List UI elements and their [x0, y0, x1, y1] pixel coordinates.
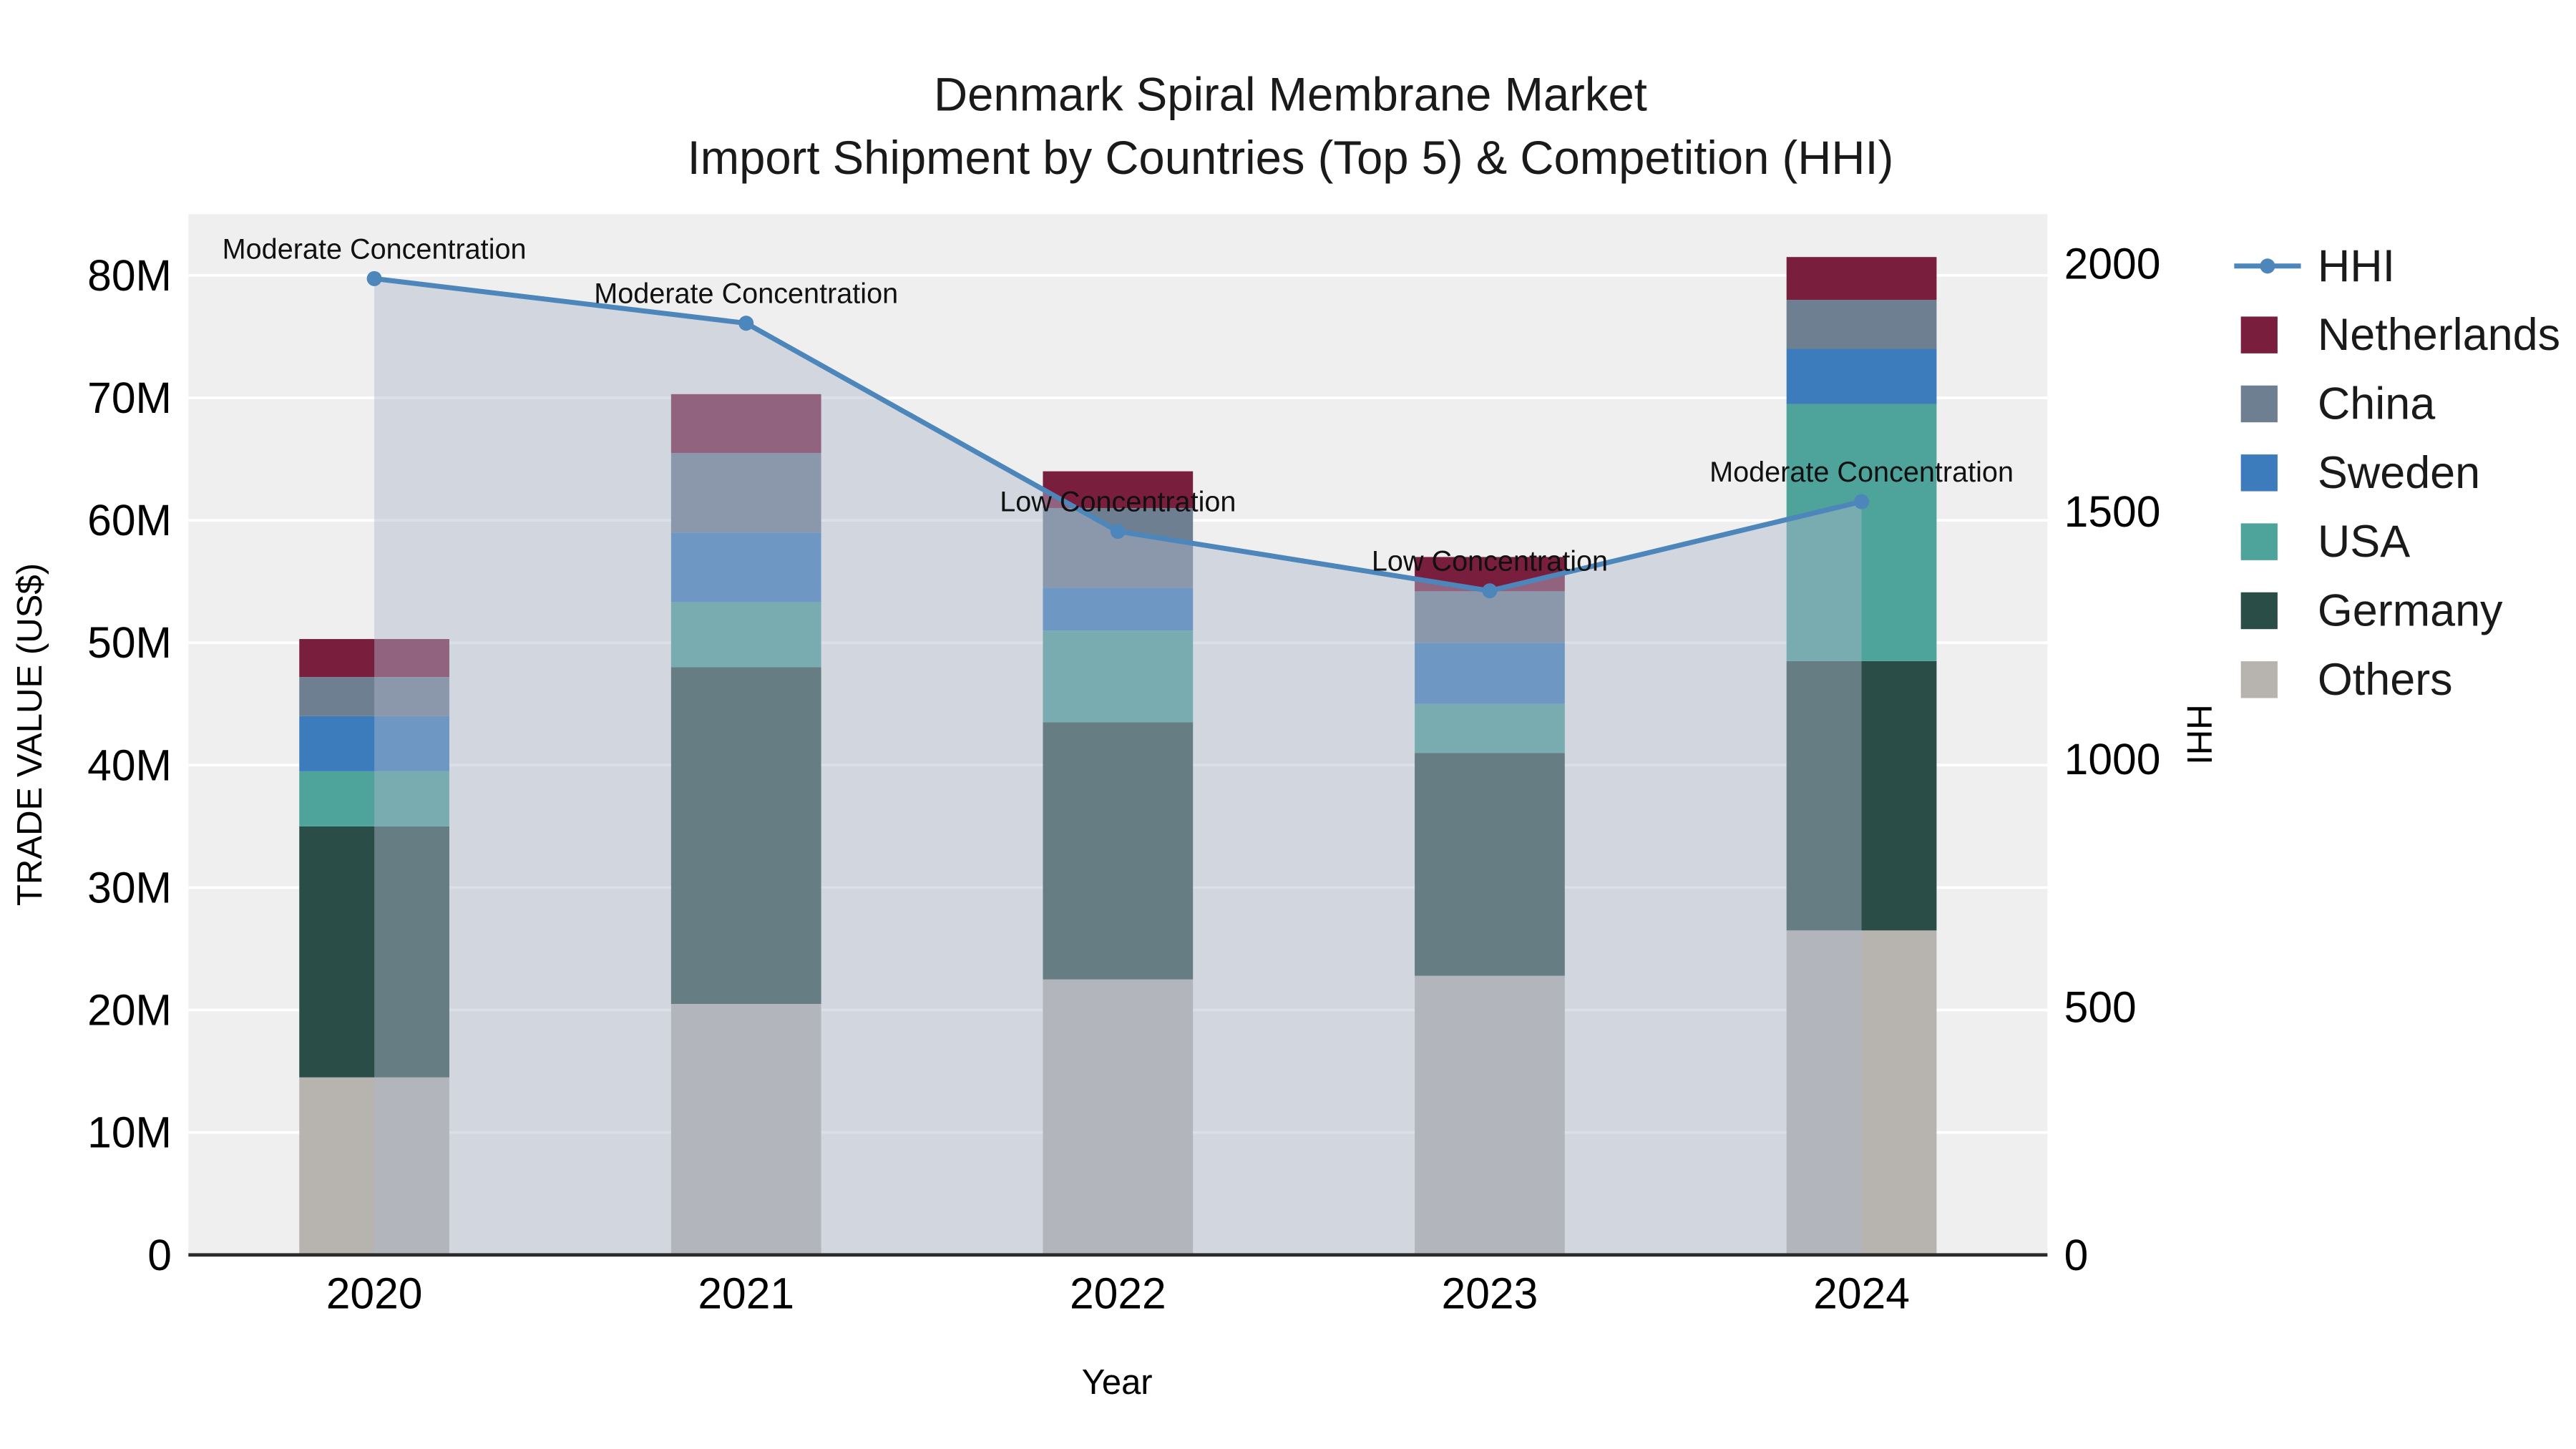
hhi-marker-2020	[366, 270, 382, 286]
legend-item-others[interactable]: Others	[2240, 655, 2453, 705]
y-left-tick-label: 80M	[87, 251, 172, 300]
y-left-tick-label: 10M	[87, 1108, 172, 1157]
annotation-2021: Moderate Concentration	[594, 278, 898, 310]
bar-segment-germany-2024	[1786, 660, 1937, 931]
bar-segment-sweden-2022	[1043, 587, 1194, 631]
hhi-marker-2023	[1482, 583, 1498, 599]
y-left-tick-label: 20M	[87, 985, 172, 1034]
legend-label: USA	[2318, 517, 2410, 567]
bar-segment-china-2022	[1043, 507, 1194, 588]
legend-item-hhi[interactable]: HHI	[2234, 241, 2395, 291]
y-right-tick-label: 2000	[2064, 240, 2161, 288]
bar-segment-others-2023	[1415, 975, 1565, 1255]
y-right-tick-label: 500	[2064, 982, 2137, 1031]
legend-item-netherlands[interactable]: Netherlands	[2240, 310, 2560, 360]
y-left-axis-title: TRADE VALUE (US$)	[11, 563, 49, 906]
hhi-marker-2021	[738, 316, 754, 331]
y-left-tick-label: 70M	[87, 374, 172, 422]
bar-segment-others-2024	[1786, 930, 1937, 1255]
x-tick-label-2021: 2021	[698, 1269, 794, 1317]
x-tick-label-2022: 2022	[1070, 1269, 1166, 1317]
bar-segment-germany-2023	[1415, 753, 1565, 976]
bar-segment-others-2022	[1043, 979, 1194, 1255]
legend-item-usa[interactable]: USA	[2240, 517, 2411, 567]
hhi-marker-2022	[1110, 524, 1126, 540]
legend-label: HHI	[2318, 241, 2395, 291]
bar-segment-china-2023	[1415, 591, 1565, 643]
bar-segment-usa-2020	[299, 771, 449, 826]
chart-title-line2: Import Shipment by Countries (Top 5) & C…	[688, 132, 1894, 184]
y-left-tick-label: 30M	[87, 863, 172, 912]
y-right-tick-label: 1000	[2064, 735, 2161, 784]
bar-segment-sweden-2020	[299, 716, 449, 771]
legend-label: China	[2318, 379, 2436, 429]
bar-segment-germany-2020	[299, 826, 449, 1078]
legend-swatch	[2240, 661, 2278, 698]
y-right-tick-label: 0	[2064, 1231, 2089, 1279]
annotation-2023: Low Concentration	[1372, 546, 1608, 577]
legend-swatch	[2240, 454, 2278, 492]
x-tick-label-2023: 2023	[1442, 1269, 1538, 1317]
axis-tick-labels: 0 10M 20M 30M 40M 50M 60M 70M 80M 0 500 1000 1500 200…	[87, 240, 2160, 1318]
hhi-area-fill	[374, 278, 1862, 1255]
bar-segment-others-2021	[670, 1003, 821, 1255]
legend-item-germany[interactable]: Germany	[2240, 585, 2503, 636]
legend-label: Others	[2318, 655, 2453, 705]
bar-segment-china-2024	[1786, 300, 1937, 349]
legend-item-china[interactable]: China	[2240, 379, 2436, 429]
legend-swatch	[2240, 316, 2278, 353]
x-tick-label-2020: 2020	[326, 1269, 423, 1317]
bar-segment-sweden-2024	[1786, 348, 1937, 404]
bar-segment-netherlands-2024	[1786, 257, 1937, 301]
bar-segment-netherlands-2020	[299, 639, 449, 678]
legend-item-sweden[interactable]: Sweden	[2240, 448, 2481, 498]
x-axis-title: Year	[1082, 1363, 1153, 1402]
y-left-tick-label: 50M	[87, 618, 172, 667]
annotation-2020: Moderate Concentration	[223, 233, 527, 265]
bar-segment-sweden-2021	[670, 532, 821, 602]
y-left-tick-label: 40M	[87, 741, 172, 789]
bar-segment-usa-2021	[670, 602, 821, 668]
bar-segment-germany-2022	[1043, 722, 1194, 980]
bar-segment-netherlands-2021	[670, 394, 821, 453]
bar-segment-usa-2024	[1786, 404, 1937, 661]
annotation-2022: Low Concentration	[1000, 486, 1236, 517]
bar-segment-sweden-2023	[1415, 643, 1565, 704]
plot-area: Moderate Concentration Moderate Concentra…	[188, 214, 2048, 1257]
y-right-axis-title: HHI	[2180, 704, 2218, 765]
bar-segment-usa-2022	[1043, 630, 1194, 723]
y-left-tick-label: 0	[147, 1231, 172, 1279]
legend-label: Sweden	[2318, 448, 2480, 498]
annotation-2024: Moderate Concentration	[1709, 457, 2014, 488]
legend-swatch	[2240, 523, 2278, 560]
y-left-tick-label: 60M	[87, 496, 172, 545]
bar-segment-usa-2023	[1415, 703, 1565, 753]
legend-label: Germany	[2318, 585, 2503, 635]
legend-label: Netherlands	[2318, 310, 2560, 360]
y-right-tick-label: 1500	[2064, 487, 2161, 536]
hhi-marker-2024	[1854, 494, 1870, 509]
bar-segment-china-2021	[670, 452, 821, 533]
chart-title-line1: Denmark Spiral Membrane Market	[934, 68, 1647, 120]
x-tick-label-2024: 2024	[1813, 1269, 1910, 1317]
legend: HHI Netherlands China Sweden USA Germany Other…	[2234, 241, 2560, 705]
bar-segment-others-2020	[299, 1077, 449, 1255]
bar-segment-germany-2021	[670, 667, 821, 1004]
legend-marker-sample	[2260, 258, 2275, 274]
legend-swatch	[2240, 385, 2278, 423]
bar-segment-china-2020	[299, 677, 449, 716]
legend-swatch	[2240, 592, 2278, 630]
